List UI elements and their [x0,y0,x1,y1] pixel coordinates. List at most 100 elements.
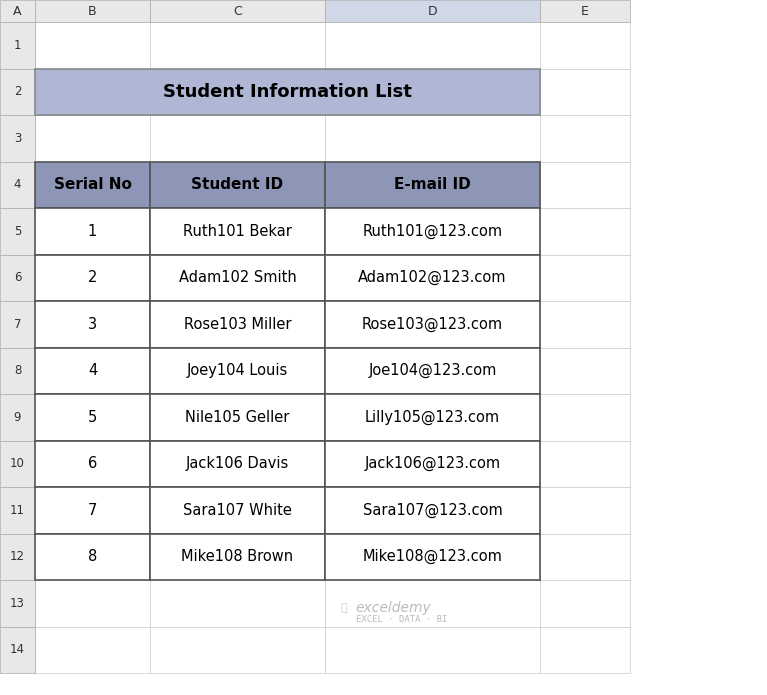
Bar [35,534,150,580]
Bar [35,69,540,115]
Bar [150,348,325,394]
Bar [35,394,150,441]
Bar [35,161,150,208]
Text: Rose103 Miller: Rose103 Miller [184,317,291,332]
Text: 4: 4 [14,178,21,191]
Bar [150,441,325,487]
Text: EXCEL · DATA · BI: EXCEL · DATA · BI [355,615,447,624]
Text: 🏠: 🏠 [341,603,347,613]
Text: 7: 7 [87,502,97,518]
Bar [325,22,540,69]
Bar [0,69,35,115]
Text: E: E [581,4,589,17]
Bar [325,394,540,441]
Bar [35,301,150,348]
Text: 2: 2 [14,85,21,98]
Bar [150,208,325,254]
Bar [150,161,325,208]
Bar [150,534,325,580]
Bar [325,487,540,534]
Bar [150,626,325,673]
Bar [35,301,150,348]
Text: E-mail ID: E-mail ID [394,177,471,193]
Bar [150,487,325,534]
Text: 12: 12 [10,550,25,563]
Text: B: B [88,4,97,17]
Bar [0,394,35,441]
Text: 9: 9 [14,411,21,424]
Bar [150,0,325,22]
Text: 8: 8 [88,549,97,564]
Text: Joey104 Louis: Joey104 Louis [187,363,288,378]
Bar [325,69,540,115]
Bar [35,254,150,301]
Bar [540,348,630,394]
Bar [35,254,150,301]
Bar [0,487,35,534]
Text: 10: 10 [10,457,25,471]
Bar [35,626,150,673]
Bar [150,254,325,301]
Bar [0,534,35,580]
Bar [540,161,630,208]
Bar [0,115,35,161]
Text: A: A [13,4,21,17]
Text: 4: 4 [88,363,97,378]
Text: Ruth101 Bekar: Ruth101 Bekar [183,224,292,239]
Bar [150,301,325,348]
Bar [150,534,325,580]
Bar [0,580,35,626]
Bar [325,208,540,254]
Text: 1: 1 [88,224,97,239]
Bar [35,22,150,69]
Text: 14: 14 [10,644,25,656]
Bar [0,626,35,673]
Bar [325,348,540,394]
Bar [0,161,35,208]
Text: Ruth101@123.com: Ruth101@123.com [363,224,502,239]
Bar [325,301,540,348]
Text: Sara107@123.com: Sara107@123.com [363,502,502,518]
Text: Student ID: Student ID [192,177,284,193]
Bar [0,22,35,69]
Text: 1: 1 [14,39,21,51]
Text: 6: 6 [88,456,97,471]
Bar [35,441,150,487]
Bar [325,0,540,22]
Bar [540,0,630,22]
Bar [35,394,150,441]
Text: Nile105 Geller: Nile105 Geller [186,410,290,425]
Text: Student Information List: Student Information List [163,83,412,101]
Bar [0,441,35,487]
Text: C: C [233,4,242,17]
Text: Serial No: Serial No [54,177,131,193]
Bar [325,301,540,348]
Bar [35,534,150,580]
Bar [150,394,325,441]
Bar [325,161,540,208]
Text: Lilly105@123.com: Lilly105@123.com [365,409,500,425]
Bar [35,348,150,394]
Bar [325,626,540,673]
Bar [150,22,325,69]
Bar [35,0,150,22]
Bar [325,487,540,534]
Bar [540,69,630,115]
Bar [540,626,630,673]
Bar [0,0,35,22]
Bar [35,69,150,115]
Text: Mike108 Brown: Mike108 Brown [182,549,294,564]
Bar [0,348,35,394]
Text: 13: 13 [10,597,25,610]
Bar [150,301,325,348]
Bar [540,441,630,487]
Text: 5: 5 [14,224,21,238]
Bar [150,254,325,301]
Bar [150,394,325,441]
Bar [325,534,540,580]
Bar [540,580,630,626]
Bar [35,441,150,487]
Bar [150,580,325,626]
Text: Mike108@123.com: Mike108@123.com [363,549,502,564]
Bar [150,161,325,208]
